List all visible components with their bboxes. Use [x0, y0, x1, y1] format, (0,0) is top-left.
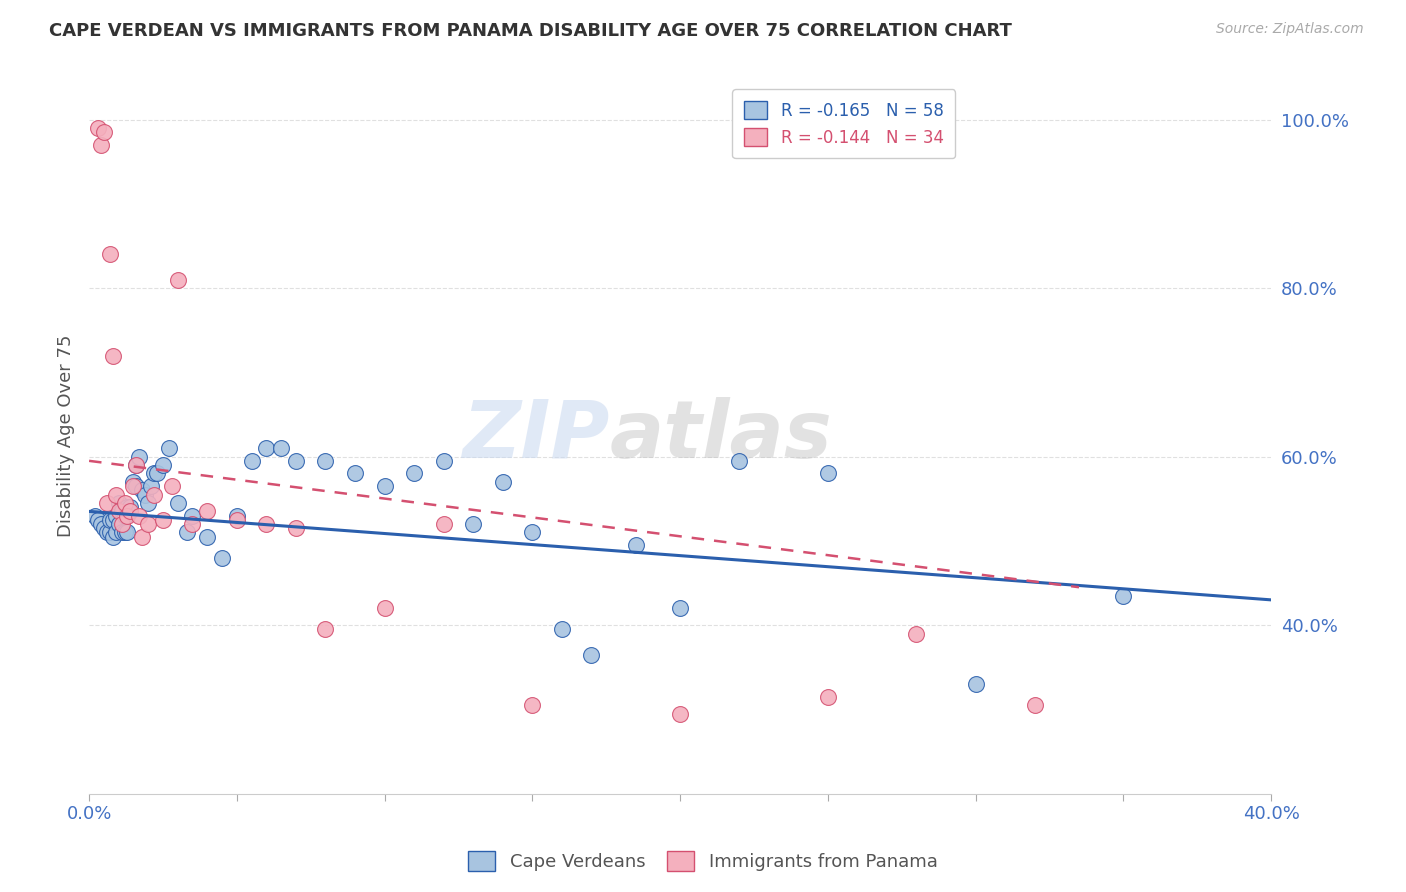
- Point: [728, 454, 751, 468]
- Point: [160, 479, 183, 493]
- Point: [110, 516, 132, 531]
- Point: [404, 467, 426, 481]
- Point: [270, 441, 292, 455]
- Point: [225, 508, 247, 523]
- Y-axis label: Disability Age Over 75: Disability Age Over 75: [58, 334, 75, 537]
- Point: [624, 538, 647, 552]
- Text: Source: ZipAtlas.com: Source: ZipAtlas.com: [1216, 22, 1364, 37]
- Point: [114, 496, 136, 510]
- Point: [101, 349, 124, 363]
- Point: [152, 458, 174, 472]
- Point: [433, 516, 456, 531]
- Point: [551, 623, 574, 637]
- Point: [181, 508, 204, 523]
- Point: [817, 690, 839, 704]
- Point: [817, 467, 839, 481]
- Point: [211, 550, 233, 565]
- Point: [90, 516, 112, 531]
- Point: [98, 247, 121, 261]
- Point: [522, 525, 544, 540]
- Point: [1024, 698, 1046, 713]
- Point: [181, 516, 204, 531]
- Point: [128, 508, 150, 523]
- Point: [96, 496, 118, 510]
- Point: [93, 521, 115, 535]
- Point: [101, 530, 124, 544]
- Point: [107, 516, 129, 531]
- Point: [120, 500, 142, 515]
- Point: [128, 450, 150, 464]
- Point: [146, 467, 169, 481]
- Point: [152, 513, 174, 527]
- Point: [344, 467, 367, 481]
- Point: [98, 525, 121, 540]
- Point: [114, 525, 136, 540]
- Point: [114, 508, 136, 523]
- Point: [195, 504, 218, 518]
- Point: [240, 454, 263, 468]
- Point: [131, 483, 153, 498]
- Point: [107, 504, 129, 518]
- Point: [965, 677, 987, 691]
- Point: [125, 458, 148, 472]
- Point: [84, 508, 107, 523]
- Point: [166, 273, 188, 287]
- Point: [669, 601, 692, 615]
- Point: [195, 530, 218, 544]
- Point: [374, 479, 396, 493]
- Text: atlas: atlas: [609, 397, 832, 475]
- Point: [143, 487, 166, 501]
- Point: [254, 516, 277, 531]
- Point: [669, 706, 692, 721]
- Point: [107, 496, 129, 510]
- Point: [134, 487, 156, 501]
- Point: [433, 454, 456, 468]
- Point: [284, 454, 307, 468]
- Point: [136, 496, 159, 510]
- Point: [87, 120, 110, 135]
- Point: [522, 698, 544, 713]
- Point: [117, 508, 139, 523]
- Point: [104, 508, 127, 523]
- Point: [284, 521, 307, 535]
- Point: [1112, 589, 1135, 603]
- Text: CAPE VERDEAN VS IMMIGRANTS FROM PANAMA DISABILITY AGE OVER 75 CORRELATION CHART: CAPE VERDEAN VS IMMIGRANTS FROM PANAMA D…: [49, 22, 1012, 40]
- Point: [110, 504, 132, 518]
- Point: [87, 513, 110, 527]
- Point: [104, 525, 127, 540]
- Legend: Cape Verdeans, Immigrants from Panama: Cape Verdeans, Immigrants from Panama: [461, 844, 945, 879]
- Point: [905, 626, 928, 640]
- Point: [166, 496, 188, 510]
- Point: [110, 525, 132, 540]
- Text: ZIP: ZIP: [461, 397, 609, 475]
- Point: [98, 513, 121, 527]
- Point: [139, 479, 162, 493]
- Point: [131, 530, 153, 544]
- Point: [374, 601, 396, 615]
- Point: [120, 504, 142, 518]
- Point: [93, 125, 115, 139]
- Point: [117, 525, 139, 540]
- Point: [176, 525, 198, 540]
- Point: [254, 441, 277, 455]
- Point: [90, 137, 112, 152]
- Point: [225, 513, 247, 527]
- Point: [104, 487, 127, 501]
- Point: [122, 479, 145, 493]
- Point: [125, 458, 148, 472]
- Point: [122, 475, 145, 489]
- Point: [157, 441, 180, 455]
- Point: [143, 467, 166, 481]
- Point: [314, 454, 336, 468]
- Point: [581, 648, 603, 662]
- Point: [314, 623, 336, 637]
- Point: [125, 479, 148, 493]
- Point: [117, 500, 139, 515]
- Legend: R = -0.165   N = 58, R = -0.144   N = 34: R = -0.165 N = 58, R = -0.144 N = 34: [733, 89, 956, 159]
- Point: [136, 516, 159, 531]
- Point: [492, 475, 515, 489]
- Point: [101, 513, 124, 527]
- Point: [463, 516, 485, 531]
- Point: [96, 525, 118, 540]
